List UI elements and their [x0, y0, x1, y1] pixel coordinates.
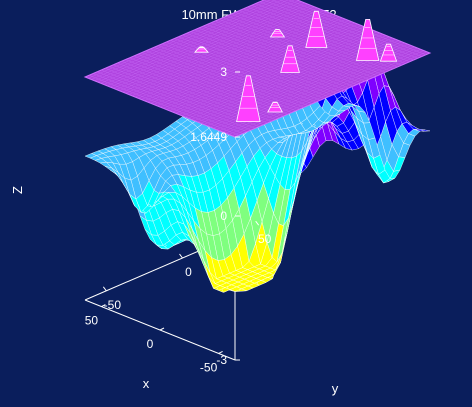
- threshold-plane-gridline: [91, 0, 277, 80]
- x-tick-label: 0: [147, 337, 154, 351]
- x-tick-label: -50: [200, 360, 218, 374]
- peak-mark: [267, 101, 283, 113]
- threshold-plane-gridline: [103, 0, 299, 85]
- x-tick: [218, 350, 223, 354]
- threshold-plane-gridline: [88, 0, 271, 79]
- peak-mark: [356, 18, 380, 61]
- threshold-plane-gridline: [106, 1, 302, 87]
- threshold-plane-gridline: [255, 3, 406, 64]
- z-axis-label: Z: [10, 186, 25, 194]
- x-tick: [101, 304, 106, 308]
- z-tick-label: -3: [216, 353, 227, 367]
- x-tick-label: 50: [85, 314, 99, 328]
- y-tick-label: -50: [104, 298, 122, 312]
- y-axis-ticks: -50 0 50: [102, 220, 272, 312]
- y-tick: [179, 253, 183, 259]
- threshold-plane-gridline: [100, 0, 295, 84]
- surface-cell: [84, 153, 98, 159]
- z-axis-ticks: -3 0 1.6449 3: [190, 65, 240, 367]
- y-axis-label: y: [332, 381, 339, 396]
- z-tick-label: 0: [220, 209, 227, 223]
- z-tick-label: 3: [220, 65, 227, 79]
- threshold-plane-gridline: [94, 0, 283, 82]
- y-tick: [255, 220, 260, 226]
- peak-mark: [379, 43, 398, 62]
- x-axis-ticks: -50 0 50: [85, 304, 223, 374]
- x-axis-label: x: [143, 376, 150, 391]
- y-tick: [102, 286, 107, 292]
- z-tick-label: 1.6449: [190, 130, 227, 144]
- y-tick-label: 50: [258, 232, 272, 246]
- threshold-plane-gridline: [279, 0, 422, 57]
- y-tick-label: 0: [185, 265, 192, 279]
- peak-mark: [236, 75, 261, 122]
- threshold-plane-gridline: [288, 0, 427, 56]
- threshold-plane-gridline: [271, 0, 418, 59]
- threshold-plane-gridline: [97, 0, 289, 83]
- threshold-plane: [83, 0, 432, 138]
- peak-mark: [305, 10, 328, 48]
- x-tick: [159, 327, 165, 331]
- peak-mark: [280, 45, 300, 73]
- threshold-peaks: [193, 10, 398, 122]
